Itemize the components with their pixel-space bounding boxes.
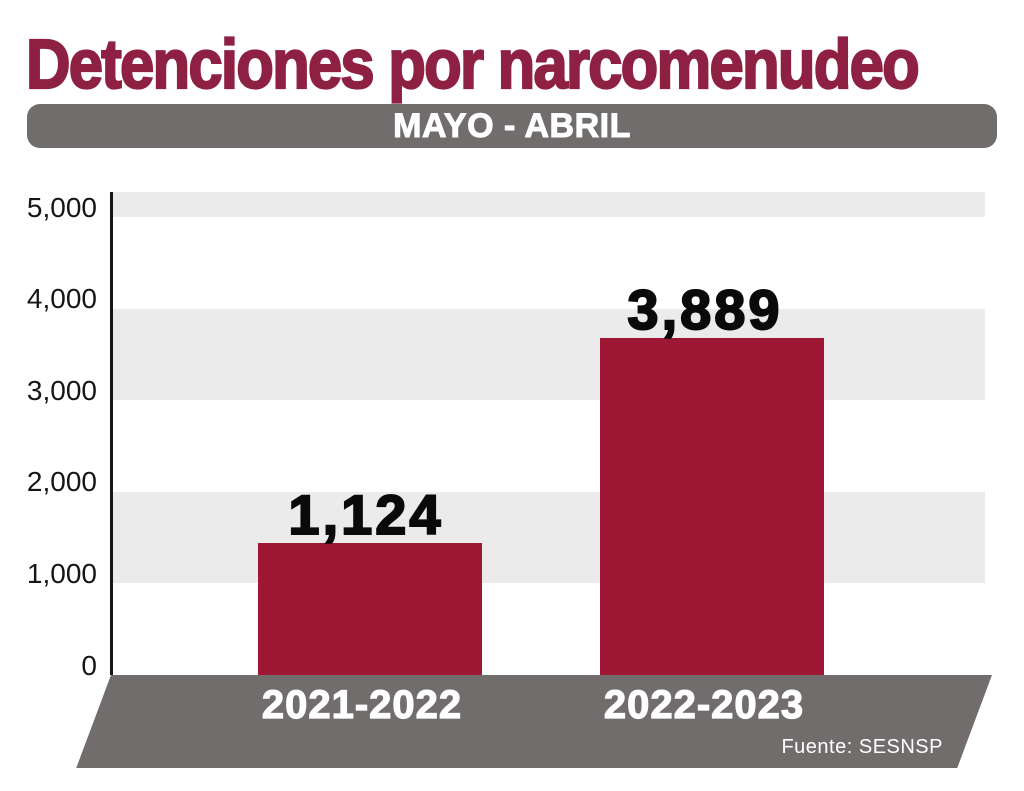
bar-2022-2023 [600, 338, 824, 675]
y-tick-label: 2,000 [26, 466, 97, 498]
y-tick-label: 1,000 [26, 557, 97, 589]
bar-value-label: 1,124 [287, 483, 444, 546]
y-axis-line [110, 192, 113, 675]
x-axis-label: 2022-2023 [603, 683, 805, 727]
source-credit: Fuente: SESNSP [781, 736, 943, 758]
y-tick-label: 5,000 [26, 191, 97, 223]
subtitle-text: MAYO - ABRIL [393, 106, 631, 145]
y-tick-label: 0 [81, 649, 97, 681]
chart-title: Detenciones por narcomenudeo [25, 24, 921, 104]
grid-band [113, 308, 985, 401]
y-tick-label: 3,000 [26, 374, 97, 406]
y-tick-label: 4,000 [26, 283, 97, 315]
subtitle-banner: MAYO - ABRIL [27, 104, 997, 148]
bar-value-label: 3,889 [626, 278, 783, 341]
x-axis-label: 2021-2022 [261, 683, 463, 727]
bar-2021-2022 [258, 543, 482, 675]
grid-band [113, 192, 985, 217]
